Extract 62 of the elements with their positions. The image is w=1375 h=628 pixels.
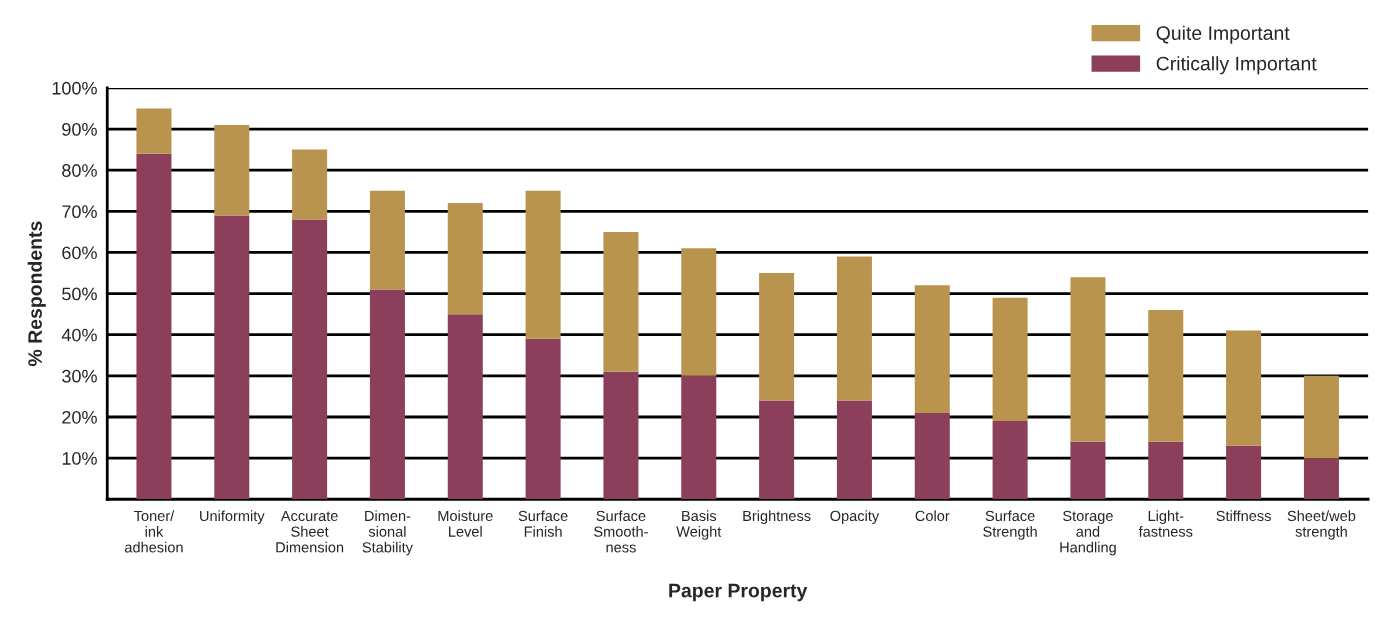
x-tick-label: Light- fastness	[1138, 510, 1193, 537]
bar	[1070, 441, 1106, 500]
x-tick-label: Moisture Level	[438, 510, 493, 537]
x-tick-label: Toner/ ink adhesion	[124, 510, 183, 553]
bar	[759, 400, 795, 500]
bar	[1148, 310, 1184, 442]
bar	[914, 285, 950, 413]
bar	[292, 149, 328, 220]
y-axis-title: % Respondents	[27, 221, 46, 367]
y-tick-label: 20%	[62, 410, 97, 424]
x-tick-label: Basis Weight	[676, 510, 722, 540]
bar	[1226, 330, 1262, 446]
bar	[603, 371, 639, 500]
bar	[292, 219, 328, 500]
y-tick-label: 10%	[62, 452, 97, 465]
x-axis-title: Paper Property	[669, 583, 808, 602]
legend-label: Quite Important	[1156, 25, 1290, 44]
x-tick-label: Brightness	[743, 510, 811, 524]
x-tick-label: Surface Smooth- ness	[594, 510, 648, 553]
bar	[447, 203, 483, 315]
bar	[914, 412, 950, 500]
bar	[1226, 445, 1262, 500]
x-tick-label: Accurate Sheet Dimension	[276, 510, 344, 553]
x-tick-label: Dimen- sional Stability	[362, 510, 413, 556]
bar	[369, 190, 405, 290]
x-tick-label: Stiffness	[1216, 510, 1271, 522]
bar	[1303, 458, 1339, 500]
bar	[759, 273, 795, 401]
bar	[836, 256, 872, 401]
y-tick-label: 30%	[62, 369, 97, 383]
bar	[1070, 277, 1106, 442]
bar	[136, 108, 172, 154]
x-tick-label: Uniformity	[200, 510, 265, 524]
bar	[1303, 375, 1339, 459]
x-tick-label: Storage and Handling	[1060, 510, 1116, 556]
bar	[214, 215, 250, 500]
bar	[214, 124, 250, 216]
bar	[447, 314, 483, 500]
bar	[992, 297, 1028, 422]
x-tick-label: Color	[915, 510, 950, 522]
y-tick-label: 80%	[62, 164, 97, 177]
bar	[681, 248, 717, 376]
x-tick-label: Surface Finish	[518, 510, 568, 537]
y-tick-label: 70%	[62, 205, 97, 219]
bar	[992, 421, 1028, 500]
bar	[369, 289, 405, 500]
x-tick-label: Surface Strength	[983, 510, 1037, 540]
bar	[1148, 441, 1184, 500]
y-tick-label: 90%	[62, 122, 97, 136]
y-tick-label: 60%	[62, 246, 97, 260]
bar	[836, 400, 872, 500]
y-tick-label: 40%	[61, 328, 97, 342]
bar	[525, 190, 561, 339]
y-tick-label: 100%	[52, 81, 97, 95]
bar	[525, 338, 561, 500]
y-tick-label: 50%	[62, 287, 97, 301]
bar	[603, 231, 639, 372]
bar	[136, 153, 172, 500]
bar	[681, 375, 717, 500]
x-tick-label: Sheet/web strength	[1287, 510, 1356, 540]
x-tick-label: Opacity	[830, 510, 880, 524]
legend-label: Critically Important	[1156, 56, 1317, 75]
